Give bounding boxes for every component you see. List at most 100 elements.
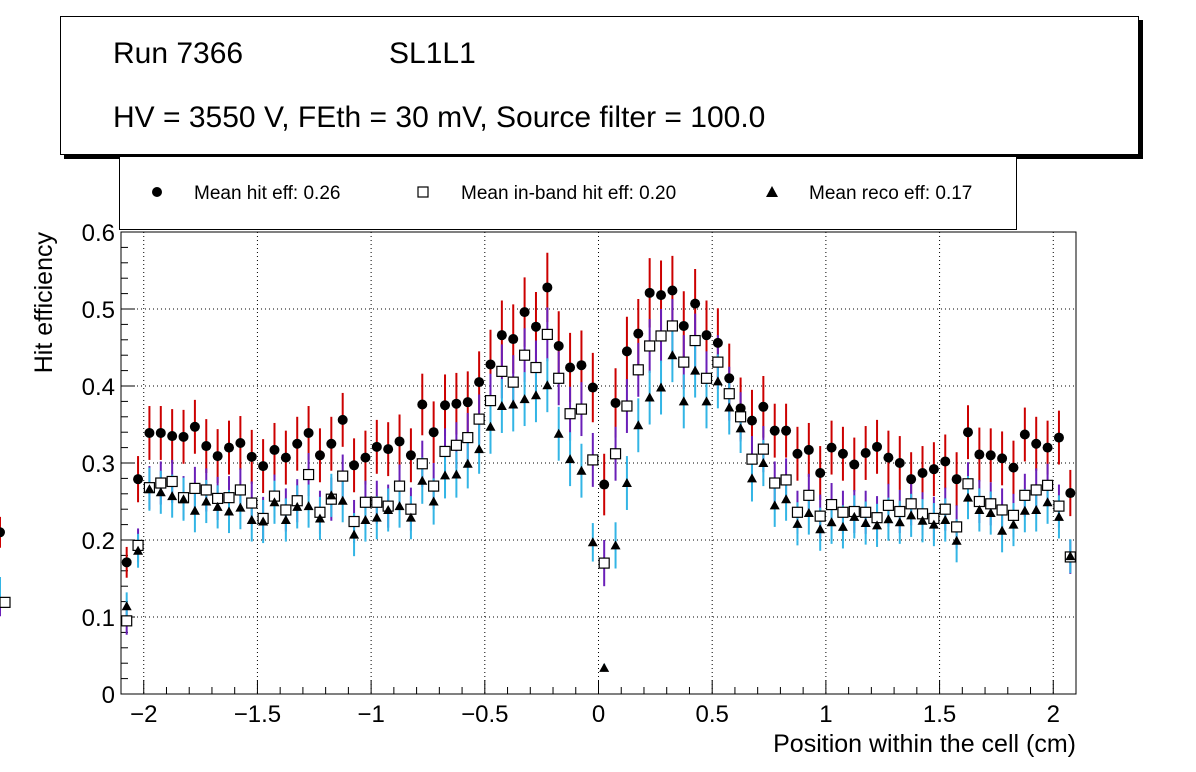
data-point-inband [166,475,178,488]
data-point-inband [200,484,212,496]
data-point-hit [303,427,314,438]
data-point-reco [746,473,757,483]
data-point-reco [735,423,746,433]
data-point-inband [655,330,667,342]
data-point-reco [246,514,257,524]
data-point-inband [564,408,576,420]
data-point-reco [781,494,792,504]
data-point-hit [496,330,507,341]
y-tick-label: 0.1 [82,605,115,632]
data-point-inband [621,400,633,412]
data-point-reco [417,475,428,485]
data-point-inband [666,320,678,332]
data-point-hit [235,437,246,448]
data-point-reco [553,428,564,438]
data-point-reco [201,496,212,506]
data-point-hit [928,464,939,475]
data-point-reco [985,508,996,518]
data-point-reco [860,518,871,528]
y-axis-label: Hit efficiency [30,232,58,374]
data-point-reco [826,517,837,527]
x-tick-label: 0 [592,701,605,728]
data-point-hit [872,441,883,452]
data-point-hit [758,401,769,412]
data-point-hit [144,427,155,438]
data-point-reco [917,515,928,525]
data-point-reco [155,487,166,497]
data-point-reco [405,512,416,522]
data-point-reco [997,525,1008,535]
data-point-inband [507,376,519,388]
data-point-reco [349,529,360,539]
data-point-hit [826,442,837,453]
x-tick-label: −2 [130,701,157,728]
data-point-hit [519,307,530,318]
data-point-reco [587,537,598,547]
data-point-inband [939,503,951,515]
data-point-inband [962,478,974,490]
data-point-hit [462,397,473,408]
data-point-inband [496,365,508,377]
data-point-hit [712,337,723,348]
data-point-inband [1007,509,1020,521]
data-point-inband [541,328,553,341]
data-point-inband [155,477,167,489]
data-point-inband [575,403,588,415]
data-point-hit [906,474,917,485]
y-tick-label: 0.2 [82,528,115,555]
y-tick-label: 0 [102,682,115,709]
data-point-inband [1041,479,1054,491]
data-point-inband [428,480,440,492]
data-point-hit [440,400,451,411]
data-point-inband [1053,500,1065,512]
data-point-hit [1065,488,1076,499]
data-point-reco [394,501,405,511]
data-point-inband [780,474,792,486]
x-axis-label: Position within the cell (cm) [773,730,1076,758]
grid-lines [121,231,1076,695]
x-tick-label: 0.5 [696,701,729,728]
data-point-reco [1008,519,1019,529]
data-point-inband [473,413,485,425]
data-point-inband [0,596,11,608]
data-point-reco [792,518,803,528]
data-point-inband [393,480,406,492]
data-point-reco [360,514,371,524]
data-point-inband [598,557,610,569]
data-point-inband [587,454,599,466]
data-point-reco [542,380,553,390]
y-tick-label: 0.5 [82,297,115,324]
data-point-reco [189,505,200,515]
data-point-hit [451,398,462,409]
data-point-reco [928,519,939,529]
data-point-inband [234,484,246,496]
data-point-inband [359,496,372,508]
data-point-inband [791,506,804,518]
data-point-hit [610,397,621,408]
data-point-hit [894,458,905,468]
y-tick-label: 0.6 [82,220,115,247]
data-point-hit [167,431,178,442]
data-point-reco [371,512,382,522]
run-label: Run 7366 [113,37,244,70]
data-point-reco [314,513,325,523]
data-point-reco [894,517,905,527]
data-point-reco [962,492,973,502]
data-point-reco [621,478,632,488]
data-point-hit [974,449,985,460]
x-tick-label: 2 [1047,701,1060,728]
data-point-hit [474,377,485,388]
data-point-hit [0,527,5,538]
data-point-hit [962,427,973,438]
data-point-hit [860,447,871,458]
data-point-reco [599,662,610,672]
layer-label: SL1L1 [389,37,476,70]
series-markers-2 [121,350,1076,672]
data-point-inband [450,439,462,451]
data-point-inband [746,453,758,465]
data-point-hit [599,479,610,490]
data-point-reco [258,516,269,526]
data-point-inband [996,504,1008,516]
data-point-inband [803,489,815,501]
data-point-inband [371,496,383,508]
